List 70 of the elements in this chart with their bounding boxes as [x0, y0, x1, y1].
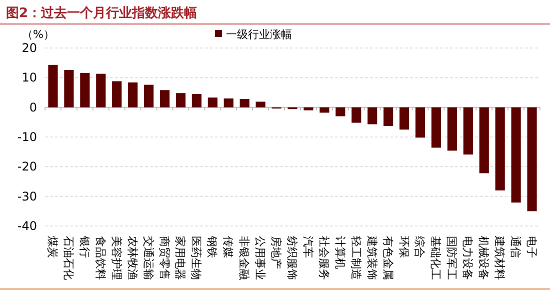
- bar: [431, 107, 441, 148]
- bar: [80, 72, 90, 108]
- bar: [304, 107, 314, 110]
- x-tick-label: 房地产: [270, 236, 283, 269]
- x-tick-label: 电力设备: [461, 236, 474, 280]
- x-tick-label: 食品饮料: [94, 236, 107, 280]
- y-tick-label: 0: [29, 100, 37, 114]
- bar: [495, 107, 505, 190]
- bar: [479, 107, 489, 174]
- bar: [208, 98, 218, 108]
- bar: [112, 81, 122, 108]
- x-tick-label: 家用电器: [174, 236, 187, 280]
- y-tick-label: 20: [22, 41, 37, 55]
- bar: [527, 107, 537, 212]
- x-tick-label: 美容护理: [110, 236, 123, 280]
- bar: [64, 70, 74, 108]
- x-tick-label: 建筑装饰: [365, 235, 378, 280]
- x-tick-label: 环保: [397, 236, 410, 258]
- y-tick-label: -40: [17, 219, 37, 233]
- bar: [463, 107, 473, 155]
- bar: [160, 90, 170, 108]
- y-tick-label: -20: [17, 160, 37, 174]
- x-tick-label: 传媒: [222, 236, 235, 258]
- bar: [399, 107, 410, 130]
- bar: [240, 99, 250, 108]
- x-tick-label: 有色金属: [381, 236, 394, 280]
- chart-title: 图2：过去一个月行业指数涨跌幅: [6, 6, 198, 21]
- x-tick-label: 轻工制造: [349, 236, 362, 280]
- x-tick-label: 建筑材料: [493, 235, 506, 280]
- x-tick-label: 医药生物: [190, 236, 203, 280]
- x-tick-label: 电子: [525, 236, 538, 258]
- x-tick-label: 综合: [413, 236, 426, 258]
- bar: [352, 107, 362, 123]
- bar: [48, 64, 58, 108]
- y-tick-label: 10: [22, 70, 37, 85]
- x-tick-label: 公用事业: [254, 236, 267, 280]
- bar: [447, 107, 457, 151]
- x-tick-label: 交通运输: [142, 236, 155, 280]
- x-tick-label: 国防军工: [445, 236, 458, 280]
- bar: [96, 74, 106, 108]
- x-tick-label: 煤炭: [46, 236, 59, 258]
- x-tick-label: 石油石化: [62, 236, 75, 280]
- bar: [415, 107, 426, 138]
- x-tick-label: 纺织服饰: [286, 236, 298, 280]
- legend: 一级行业涨幅: [215, 28, 292, 41]
- x-tick-label: 社会服务: [317, 236, 330, 280]
- x-tick-label: 非银金融: [238, 236, 251, 280]
- x-tick-label: 计算机: [333, 236, 346, 269]
- x-tick-label: 商贸零售: [158, 236, 171, 280]
- bar: [176, 93, 186, 108]
- x-tick-label: 农林牧渔: [126, 236, 139, 280]
- y-axis-title: （%）: [22, 28, 54, 41]
- bar: [336, 107, 346, 116]
- x-tick-label: 机械设备: [477, 236, 490, 280]
- x-tick-label: 钢铁: [206, 235, 219, 258]
- bar: [224, 98, 234, 108]
- bar: [384, 107, 394, 126]
- y-tick-label: -10: [17, 130, 37, 144]
- bar: [511, 107, 521, 203]
- x-tick-label: 汽车: [301, 236, 314, 258]
- bar: [256, 102, 266, 108]
- bar: [320, 107, 330, 113]
- x-tick-label: 通信: [509, 236, 522, 258]
- bar: [128, 82, 138, 108]
- bar: [368, 107, 378, 124]
- bar: [192, 94, 202, 108]
- bar: [144, 84, 154, 108]
- x-tick-label: 银行: [78, 235, 91, 258]
- y-tick-label: -30: [17, 189, 37, 204]
- x-tick-label: 基础化工: [429, 236, 442, 280]
